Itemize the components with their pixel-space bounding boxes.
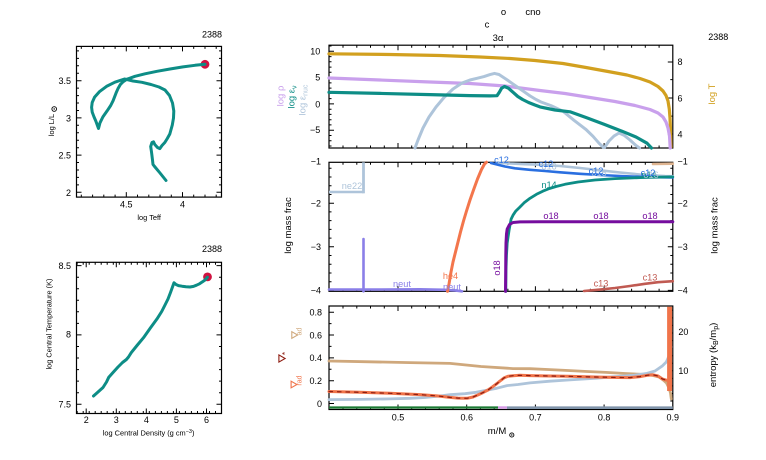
svg-text:8: 8 [66, 330, 71, 340]
svg-text:0.6: 0.6 [309, 330, 322, 340]
svg-text:c: c [485, 20, 490, 31]
svg-text:−4: −4 [678, 286, 688, 296]
svg-text:0.8: 0.8 [598, 412, 611, 422]
svg-text:o18: o18 [642, 211, 657, 221]
svg-text:0.7: 0.7 [529, 412, 542, 422]
svg-text:neut: neut [393, 279, 411, 289]
svg-text:−1: −1 [678, 157, 688, 167]
svg-text:8.5: 8.5 [58, 261, 71, 271]
svg-text:2388: 2388 [202, 244, 222, 254]
svg-text:−3: −3 [311, 242, 321, 252]
svg-text:rad: rad [297, 375, 304, 385]
svg-text:0.9: 0.9 [667, 412, 680, 422]
svg-text:o16: o16 [591, 168, 606, 178]
svg-text:0.6: 0.6 [460, 412, 473, 422]
svg-text:−5: −5 [310, 125, 320, 135]
svg-text:2388: 2388 [202, 30, 222, 40]
svg-text:0.5: 0.5 [392, 412, 405, 422]
svg-text:c13: c13 [643, 273, 658, 283]
svg-text:5: 5 [315, 73, 320, 83]
svg-text:−2: −2 [678, 199, 688, 209]
svg-text:−2: −2 [311, 199, 321, 209]
svg-text:o18: o18 [543, 211, 558, 221]
svg-text:log Central Density (g cm−3): log Central Density (g cm−3) [103, 429, 195, 438]
svg-text:−1: −1 [311, 157, 321, 167]
svg-text:c12: c12 [539, 159, 554, 169]
svg-text:10: 10 [310, 47, 320, 57]
svg-text:c13: c13 [594, 279, 609, 289]
svg-text:log Central Temperature (K): log Central Temperature (K) [45, 278, 54, 369]
svg-text:0: 0 [315, 99, 320, 109]
svg-text:0.8: 0.8 [309, 308, 322, 318]
svg-text:3: 3 [114, 415, 119, 425]
svg-text:6: 6 [678, 93, 683, 103]
svg-text:3: 3 [66, 113, 71, 123]
svg-text:4: 4 [678, 129, 683, 139]
svg-text:log Teff: log Teff [137, 213, 162, 222]
svg-text:4: 4 [180, 200, 185, 210]
svg-text:3.5: 3.5 [58, 76, 71, 86]
svg-text:n14: n14 [541, 180, 556, 190]
svg-text:20: 20 [678, 327, 688, 337]
svg-text:0.4: 0.4 [309, 353, 322, 363]
svg-text:0.2: 0.2 [309, 376, 322, 386]
svg-text:o18: o18 [593, 211, 608, 221]
svg-text:o: o [501, 7, 506, 18]
svg-text:log L/L: log L/L [47, 114, 56, 136]
svg-text:log ρ: log ρ [276, 85, 287, 106]
svg-text:ad: ad [297, 328, 304, 336]
svg-text:c12: c12 [494, 155, 509, 165]
svg-text:ne22: ne22 [342, 181, 362, 191]
svg-text:2: 2 [84, 415, 89, 425]
svg-text:−4: −4 [311, 286, 321, 296]
svg-text:log mass frac: log mass frac [710, 197, 721, 254]
svg-text:2: 2 [66, 188, 71, 198]
svg-text:8: 8 [678, 57, 683, 67]
svg-text:c12: c12 [641, 168, 656, 178]
svg-text:entropy (kB/mp): entropy (kB/mp) [708, 323, 720, 388]
svg-text:5: 5 [174, 415, 179, 425]
svg-text:7.5: 7.5 [58, 400, 71, 410]
svg-text:4: 4 [144, 415, 149, 425]
svg-text:he4: he4 [443, 271, 458, 281]
svg-text:o16: o16 [643, 170, 658, 180]
svg-text:log T: log T [707, 83, 718, 104]
svg-text:10: 10 [678, 366, 688, 376]
svg-text:6: 6 [204, 415, 209, 425]
svg-text:2.5: 2.5 [58, 151, 71, 161]
svg-text:4.5: 4.5 [120, 200, 133, 210]
svg-text:3α: 3α [493, 33, 504, 44]
svg-text:cno: cno [525, 7, 540, 18]
svg-text:n14: n14 [641, 170, 656, 180]
svg-text:*: * [280, 351, 290, 355]
svg-text:m/M: m/M [488, 426, 507, 437]
svg-text:−3: −3 [678, 242, 688, 252]
svg-text:log εν: log εν [287, 85, 299, 109]
svg-text:neut: neut [443, 282, 461, 292]
svg-text:o18: o18 [492, 260, 502, 275]
svg-text:c12: c12 [589, 166, 604, 176]
svg-text:o16: o16 [541, 162, 556, 172]
svg-text:log mass frac: log mass frac [283, 197, 294, 254]
svg-text:2388: 2388 [708, 32, 728, 42]
svg-text:0: 0 [317, 399, 322, 409]
